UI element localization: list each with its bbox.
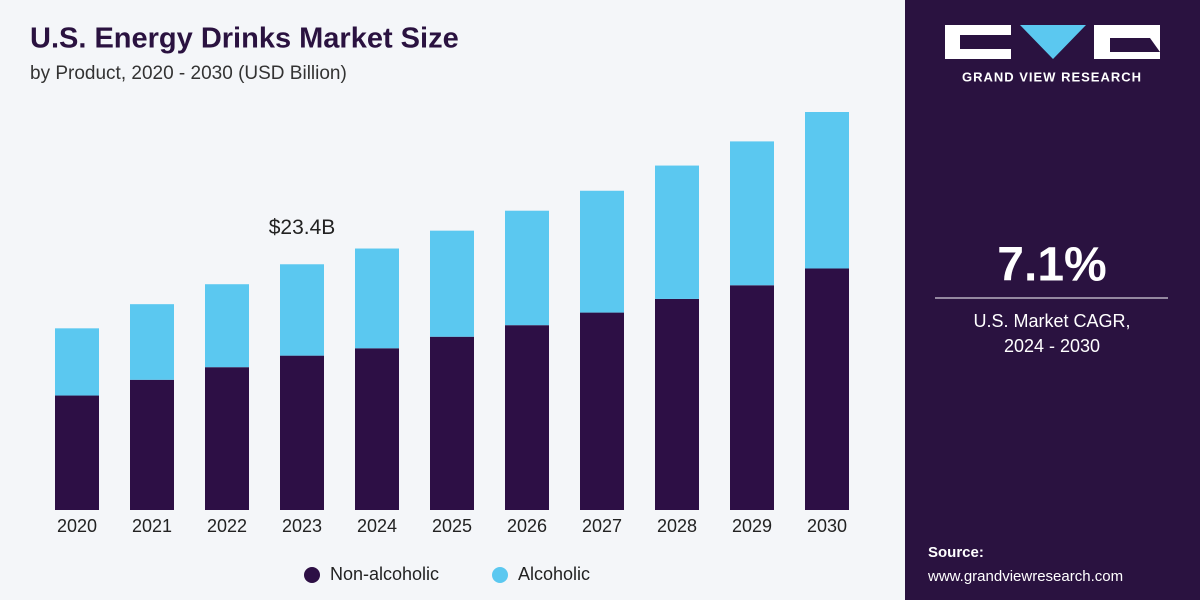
x-tick-label: 2028 bbox=[657, 516, 697, 536]
bar-segment bbox=[205, 367, 249, 510]
bar-segment bbox=[730, 285, 774, 510]
bar-segment bbox=[55, 395, 99, 510]
legend-label: Alcoholic bbox=[518, 564, 590, 584]
bar-segment bbox=[805, 112, 849, 269]
brand: GRAND VIEW RESEARCH bbox=[962, 69, 1142, 84]
cagr-value: 7.1% bbox=[997, 239, 1106, 292]
logo bbox=[945, 25, 1160, 59]
legend-marker bbox=[304, 567, 320, 583]
chart-subtitle: by Product, 2020 - 2030 (USD Billion) bbox=[30, 63, 347, 84]
bar-segment bbox=[655, 298, 699, 510]
legend-marker bbox=[492, 567, 508, 583]
x-tick-label: 2023 bbox=[282, 516, 322, 536]
x-tick-label: 2024 bbox=[357, 516, 397, 536]
bar-segment bbox=[355, 248, 399, 349]
bar-segment bbox=[280, 355, 324, 510]
bar-segment bbox=[430, 230, 474, 337]
x-tick-label: 2021 bbox=[132, 516, 172, 536]
annotation: $23.4B bbox=[269, 216, 336, 239]
cagr-label: U.S. Market CAGR, bbox=[973, 311, 1130, 331]
side-panel bbox=[905, 0, 1200, 600]
source-label: Source: bbox=[928, 544, 984, 561]
bar-segment bbox=[280, 264, 324, 356]
x-tick-label: 2030 bbox=[807, 516, 847, 536]
bar-segment bbox=[130, 379, 174, 510]
logo-v bbox=[1020, 25, 1086, 59]
bar-segment bbox=[505, 210, 549, 326]
bar-segment bbox=[730, 141, 774, 286]
x-tick-label: 2020 bbox=[57, 516, 97, 536]
x-tick-label: 2022 bbox=[207, 516, 247, 536]
legend-label: Non-alcoholic bbox=[330, 564, 439, 584]
x-tick-label: 2029 bbox=[732, 516, 772, 536]
bar-segment bbox=[130, 304, 174, 380]
logo-g-cut bbox=[960, 35, 1011, 49]
x-tick-label: 2026 bbox=[507, 516, 547, 536]
bar-segment bbox=[805, 268, 849, 510]
bar-segment bbox=[55, 328, 99, 396]
chart-title: U.S. Energy Drinks Market Size bbox=[30, 23, 459, 55]
logo-r-cut bbox=[1110, 38, 1160, 52]
x-tick-label: 2025 bbox=[432, 516, 472, 536]
bar-segment bbox=[580, 190, 624, 313]
cagr-label: 2024 - 2030 bbox=[1004, 336, 1100, 356]
bar-segment bbox=[655, 165, 699, 299]
bar-segment bbox=[505, 325, 549, 510]
bar-segment bbox=[430, 336, 474, 510]
x-tick-label: 2027 bbox=[582, 516, 622, 536]
bar-segment bbox=[205, 284, 249, 368]
bar-segment bbox=[355, 348, 399, 510]
bar-segment bbox=[580, 312, 624, 510]
source-url: www.grandviewresearch.com bbox=[927, 568, 1123, 585]
